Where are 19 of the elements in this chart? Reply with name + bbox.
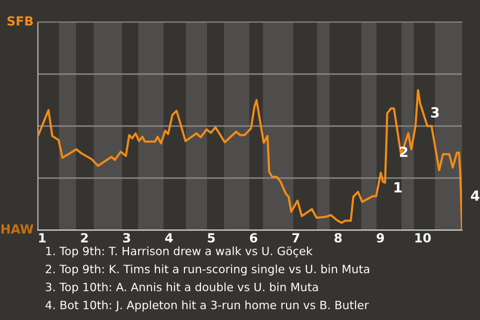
text: HAW (1, 224, 34, 234)
x-tick-label: 9 (376, 233, 384, 243)
x-tick-label: 4 (165, 233, 173, 242)
annotation: 3 (431, 107, 439, 118)
text: 2. Top 9th: K. Tims hit a run-scoring single vs U. bin Muta (46, 264, 370, 276)
x-tick-label: 2 (81, 233, 88, 242)
x-tick-label: 5 (208, 233, 215, 243)
x-tick-label: 8 (334, 233, 342, 243)
text: 4. Bot 10th: J. Appleton hit a 3-run home run vs B. Butler (46, 300, 369, 312)
text: SFB (8, 16, 33, 26)
x-tick-label: 7 (292, 233, 300, 242)
x-tick-label: 10 (415, 233, 431, 243)
annotation: 1 (394, 182, 402, 192)
annotation: 4 (470, 190, 480, 201)
x-tick-label: 1 (39, 233, 46, 242)
x-tick-label: 6 (250, 233, 258, 243)
x-tick-label: 3 (123, 233, 130, 243)
text: 1. Top 9th: T. Harrison drew a walk vs U. Göçek (46, 246, 313, 258)
text: 3. Top 10th: A. Annis hit a double vs U. bin Muta (46, 282, 318, 294)
